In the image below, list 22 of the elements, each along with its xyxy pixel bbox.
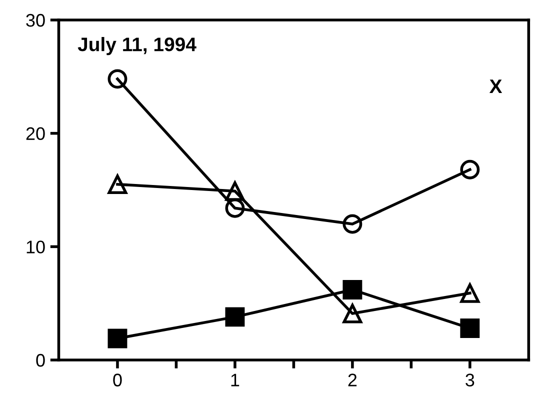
point — [342, 304, 362, 324]
point — [460, 318, 480, 338]
y-tick-label: 20 — [26, 127, 45, 140]
point — [225, 181, 245, 201]
x-tick-label: 1 — [231, 374, 240, 386]
x-tick-label: 0 — [113, 374, 122, 386]
point — [225, 198, 245, 218]
point — [342, 280, 362, 300]
x-tick-label: 3 — [466, 374, 474, 386]
point — [225, 307, 245, 327]
annotation: X — [489, 80, 502, 94]
y-tick-label: 10 — [26, 240, 45, 254]
point — [342, 214, 362, 234]
point — [460, 283, 480, 303]
x-tick-label: 2 — [348, 374, 357, 386]
point — [108, 174, 128, 194]
point — [108, 328, 128, 348]
y-tick-label: 30 — [26, 14, 45, 27]
point — [460, 160, 480, 180]
y-tick-label: 0 — [36, 354, 45, 367]
point — [108, 69, 128, 89]
text: July 11, 1994 — [78, 37, 196, 56]
